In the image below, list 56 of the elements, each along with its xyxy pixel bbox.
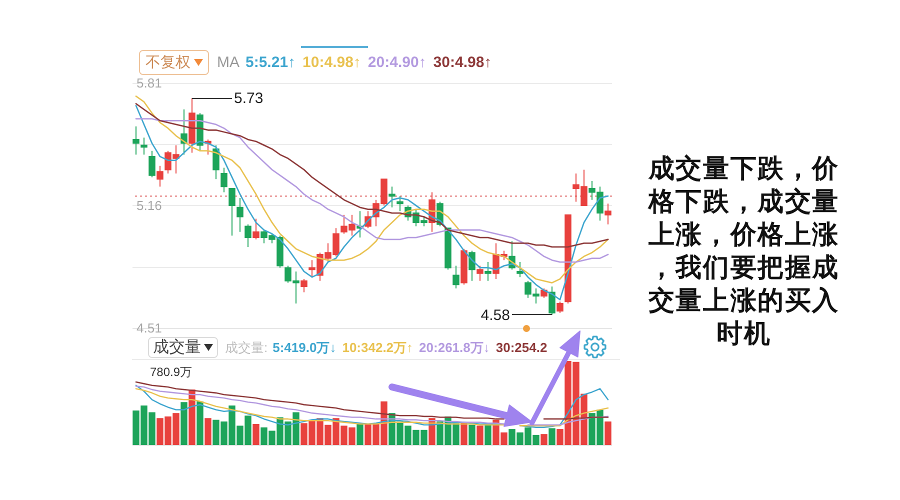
candlestick <box>476 265 484 282</box>
candlestick <box>156 165 164 188</box>
bar <box>460 422 468 445</box>
bar <box>604 421 612 445</box>
bar <box>204 418 212 445</box>
bar <box>540 434 548 445</box>
bar <box>484 424 492 445</box>
text: 30:254.2 <box>496 340 548 355</box>
candlestick <box>388 186 396 208</box>
candlestick <box>604 203 612 225</box>
candlestick <box>548 286 556 316</box>
annotation: 5.73 <box>234 90 264 108</box>
candlestick <box>148 150 156 178</box>
legend-title: MA <box>217 54 240 71</box>
candlestick <box>516 262 524 278</box>
candlestick <box>300 278 308 293</box>
text: 成交量下跌，价格下跌，成交量上涨，价格上涨，我们要把握成交量上涨的买入时机 <box>646 153 841 351</box>
candlestick <box>468 250 476 282</box>
text: 5:419.0万↓ <box>272 338 336 356</box>
candlestick <box>484 262 492 282</box>
bar <box>188 390 196 445</box>
candlestick <box>556 301 564 314</box>
candlestick <box>396 196 404 212</box>
candlestick <box>252 218 260 240</box>
candlestick <box>236 197 244 232</box>
candlestick <box>212 144 220 180</box>
text: 5:5.21↑ <box>246 54 296 71</box>
dropdown-button: 不复权 <box>139 50 209 75</box>
candlestick <box>452 265 460 289</box>
candlestick <box>132 126 140 156</box>
candlestick <box>244 224 252 248</box>
line-series <box>135 103 609 248</box>
candlestick <box>140 137 148 156</box>
dropdown-button: 成交量 <box>148 337 218 358</box>
text: 10:4.98↑ <box>302 54 361 71</box>
chart-title: 成交量 <box>153 338 201 358</box>
bar <box>180 402 188 445</box>
annotation: 780.9万 <box>150 364 192 381</box>
text: 20:261.8万↓ <box>419 338 490 356</box>
bar <box>468 424 476 445</box>
text: 30:4.98↑ <box>433 54 492 71</box>
candlestick <box>220 167 228 193</box>
candlestick <box>228 188 236 236</box>
bar <box>476 426 484 445</box>
y-tick-label: 4.51 <box>136 320 162 336</box>
bar <box>196 401 204 445</box>
legend-title: 成交量: <box>225 338 268 356</box>
y-tick-label: 5.81 <box>136 76 162 90</box>
y-tick-label: 5.16 <box>136 198 162 213</box>
text: 10:342.2万↑ <box>342 338 414 356</box>
line-series <box>135 118 609 263</box>
text: 20:4.90↑ <box>368 54 426 71</box>
bar <box>252 424 260 445</box>
annotation: 4.58 <box>480 306 510 324</box>
bar <box>548 428 556 445</box>
bar <box>356 424 364 445</box>
